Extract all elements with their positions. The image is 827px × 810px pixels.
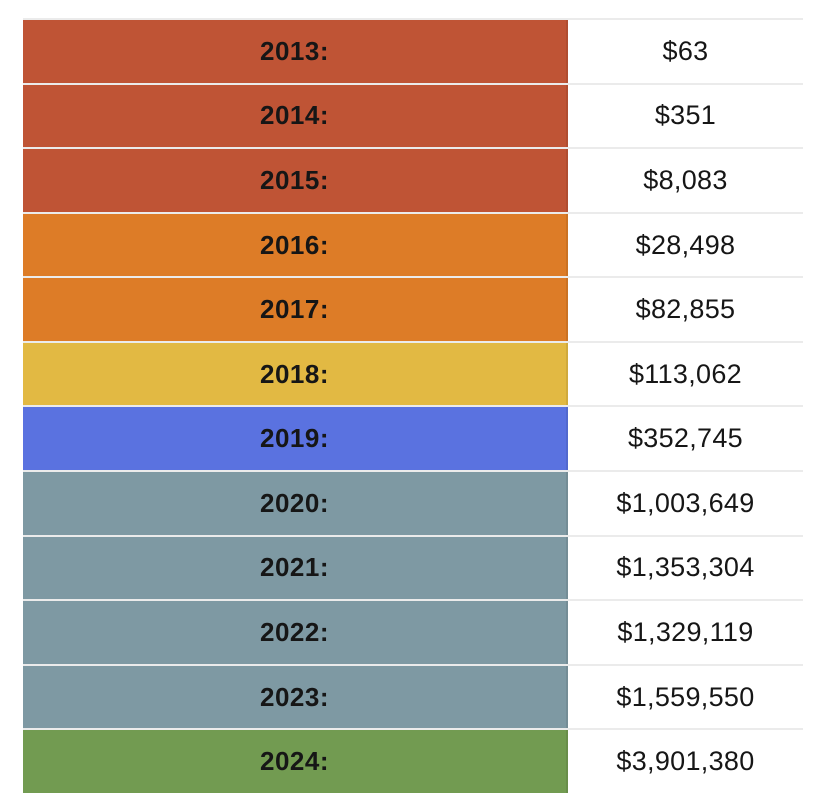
table-row: 2022: $1,329,119 — [23, 599, 803, 664]
value-cell: $8,083 — [568, 149, 803, 212]
value-cell: $113,062 — [568, 342, 803, 406]
table-row: 2013: $63 — [23, 18, 803, 83]
year-cell: 2023: — [23, 665, 568, 729]
table-row: 2024: $3,901,380 — [23, 728, 803, 793]
value-cell: $1,559,550 — [568, 665, 803, 729]
table-row: 2023: $1,559,550 — [23, 663, 803, 729]
year-cell: 2019: — [23, 407, 568, 471]
value-cell: $1,003,649 — [568, 472, 803, 535]
value-cell: $63 — [568, 20, 803, 83]
table-row: 2016: $28,498 — [23, 211, 803, 277]
year-cell: 2013: — [23, 20, 568, 83]
table-row: 2021: $1,353,304 — [23, 534, 803, 600]
year-cell: 2024: — [23, 730, 568, 793]
table-row: 2014: $351 — [23, 82, 803, 148]
year-cell: 2017: — [23, 278, 568, 341]
value-cell: $1,329,119 — [568, 601, 803, 664]
table-row: 2018: $113,062 — [23, 340, 803, 406]
value-cell: $3,901,380 — [568, 730, 803, 793]
year-cell: 2020: — [23, 472, 568, 535]
table-row: 2019: $352,745 — [23, 405, 803, 471]
table-row: 2020: $1,003,649 — [23, 470, 803, 535]
year-cell: 2018: — [23, 342, 568, 406]
table-row: 2015: $8,083 — [23, 147, 803, 212]
value-cell: $82,855 — [568, 278, 803, 341]
value-cell: $352,745 — [568, 407, 803, 471]
value-cell: $1,353,304 — [568, 536, 803, 600]
yearly-values-table: 2013: $63 2014: $351 2015: $8,083 2016: … — [23, 18, 803, 793]
year-cell: 2016: — [23, 213, 568, 277]
year-cell: 2015: — [23, 149, 568, 212]
value-cell: $351 — [568, 84, 803, 148]
year-cell: 2022: — [23, 601, 568, 664]
table-row: 2017: $82,855 — [23, 276, 803, 341]
year-cell: 2014: — [23, 84, 568, 148]
year-cell: 2021: — [23, 536, 568, 600]
value-cell: $28,498 — [568, 213, 803, 277]
